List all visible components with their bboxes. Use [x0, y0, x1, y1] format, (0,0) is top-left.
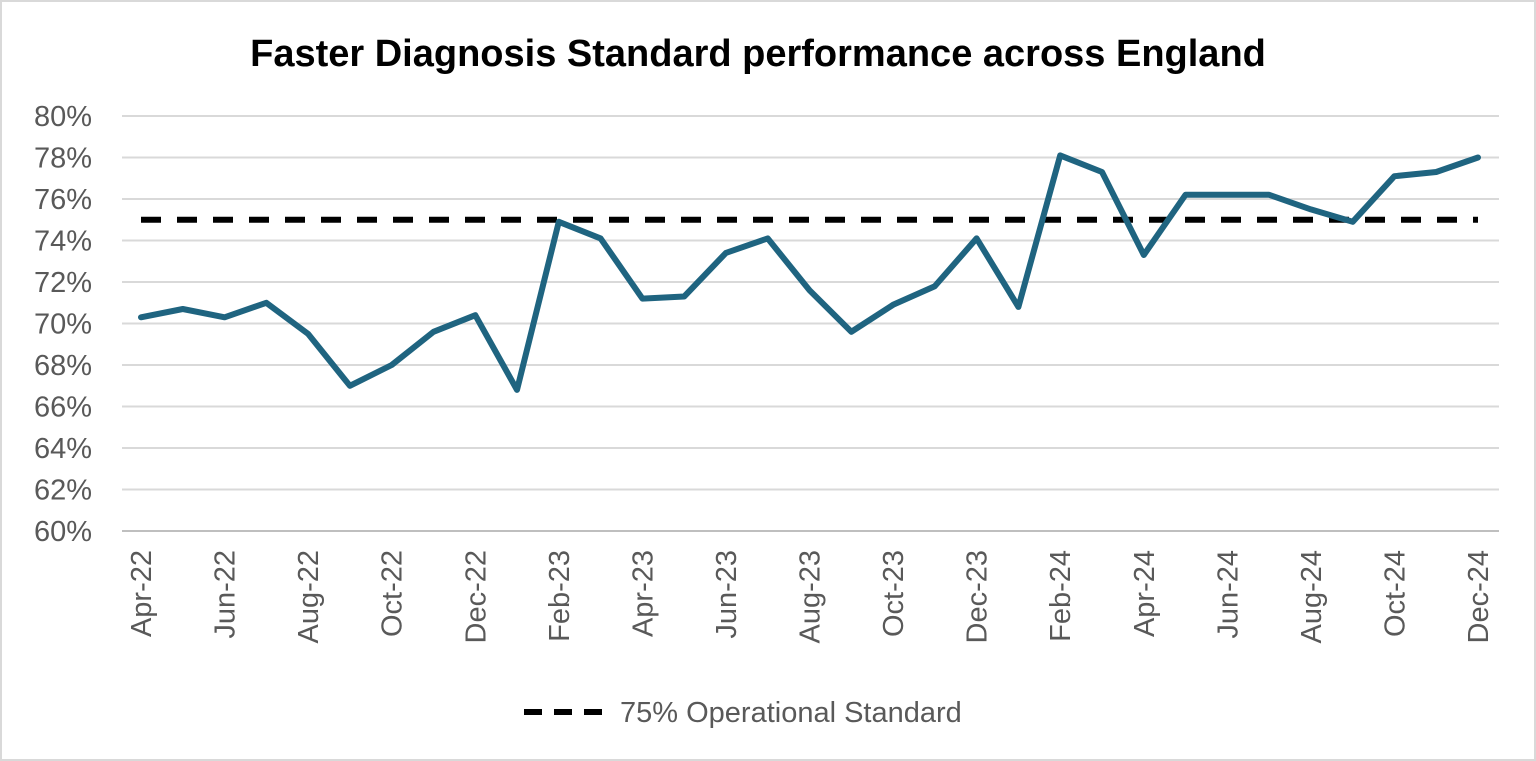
x-axis-ticks: Apr-22 Jun-22 Aug-22 Oct-22 Dec-22 Feb-23 Apr-… [126, 550, 1495, 644]
y-axis-ticks: 60% 62% 64% 66% 68% 70% 72% 74% 76% 78% 80% [34, 101, 92, 548]
y-tick-label: 64% [34, 433, 92, 465]
y-tick-label: 66% [34, 392, 92, 424]
x-tick-label: Feb-23 [544, 550, 576, 642]
x-tick-label: Apr-23 [627, 550, 659, 637]
y-tick-label: 76% [34, 184, 92, 216]
x-tick-label: Apr-22 [126, 550, 158, 637]
y-tick-label: 62% [34, 475, 92, 507]
x-tick-label: Apr-24 [1129, 550, 1161, 637]
legend: 75% Operational Standard [524, 697, 962, 729]
x-tick-label: Jun-23 [711, 550, 743, 639]
y-tick-label: 68% [34, 350, 92, 382]
series-line-fds-performance [138, 152, 1481, 393]
y-tick-label: 70% [34, 309, 92, 341]
x-tick-label: Oct-22 [377, 550, 409, 637]
x-tick-label: Aug-24 [1296, 550, 1328, 644]
chart-title: Faster Diagnosis Standard performance ac… [250, 33, 1266, 75]
x-tick-label: Jun-22 [210, 550, 242, 639]
x-tick-label: Dec-24 [1463, 550, 1495, 644]
y-tick-label: 74% [34, 226, 92, 258]
y-tick-label: 78% [34, 143, 92, 175]
x-tick-label: Aug-23 [795, 550, 827, 644]
gridlines [122, 115, 1499, 532]
x-tick-label: Aug-22 [293, 550, 325, 644]
x-tick-label: Oct-24 [1379, 550, 1411, 637]
y-tick-label: 60% [34, 516, 92, 548]
x-tick-label: Dec-23 [962, 550, 994, 644]
y-tick-label: 72% [34, 267, 92, 299]
x-tick-label: Oct-23 [878, 550, 910, 637]
y-tick-label: 80% [34, 101, 92, 133]
x-tick-label: Jun-24 [1212, 550, 1244, 639]
x-tick-label: Feb-24 [1045, 550, 1077, 642]
series-lines [138, 152, 1481, 393]
legend-label-operational-standard: 75% Operational Standard [620, 697, 962, 729]
x-tick-label: Dec-22 [460, 550, 492, 644]
